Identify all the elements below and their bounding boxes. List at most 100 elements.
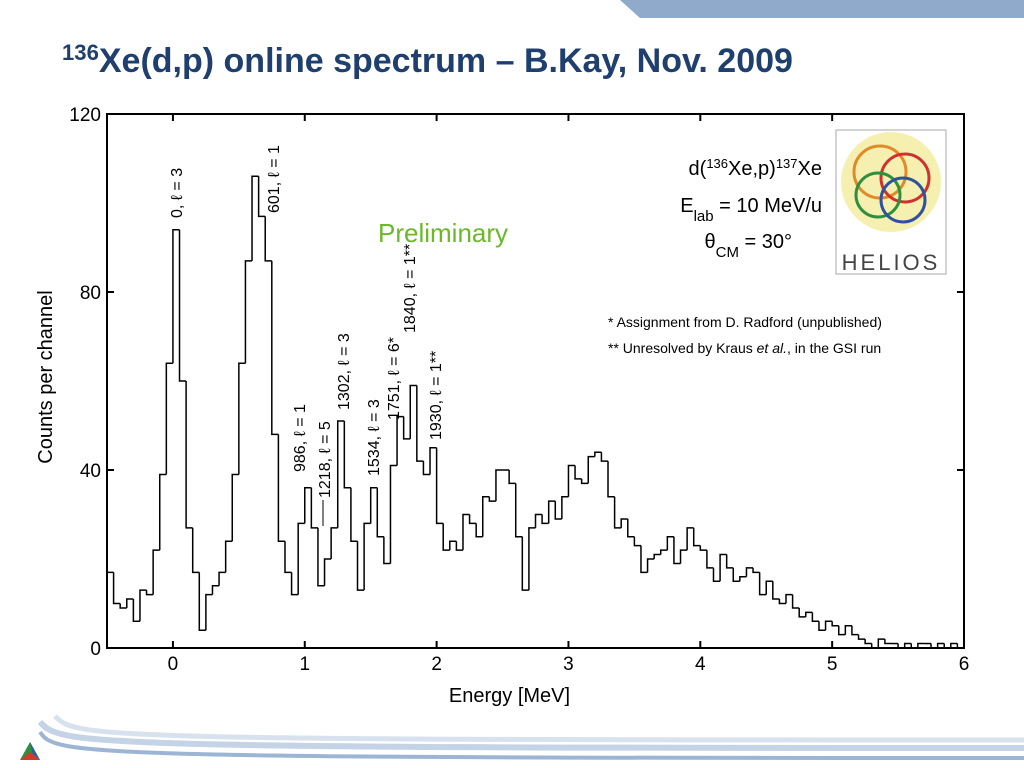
top-bar bbox=[620, 0, 1024, 18]
histogram-step bbox=[231, 473, 239, 542]
histogram-step bbox=[745, 567, 754, 577]
histogram-step bbox=[732, 567, 740, 582]
histogram-step bbox=[594, 451, 602, 457]
histogram-step bbox=[514, 483, 523, 538]
y-axis-label: Counts per channel bbox=[35, 290, 57, 463]
histogram-step bbox=[785, 593, 793, 604]
histogram-step bbox=[640, 545, 648, 574]
histogram-step bbox=[613, 496, 622, 529]
x-tick-label: 3 bbox=[563, 654, 574, 675]
histogram-step bbox=[330, 527, 338, 559]
histogram-step bbox=[198, 572, 206, 631]
histogram-step bbox=[725, 554, 734, 569]
text-part: CM bbox=[716, 244, 739, 261]
histogram-step bbox=[805, 611, 813, 617]
histogram-step bbox=[455, 541, 463, 551]
histogram-step bbox=[422, 461, 431, 476]
histogram-step bbox=[317, 527, 325, 587]
x-axis-label: Energy [MeV] bbox=[449, 685, 570, 707]
histogram-step bbox=[119, 603, 127, 609]
peak-label: 1930, ℓ = 1** bbox=[428, 351, 445, 440]
histogram-step bbox=[191, 527, 200, 574]
text-part: Xe,p) bbox=[728, 158, 776, 180]
histogram-step bbox=[145, 590, 154, 596]
histogram-step bbox=[416, 385, 424, 462]
histogram-step bbox=[449, 540, 457, 551]
x-tick-label: 5 bbox=[827, 654, 838, 675]
footnote: ** Unresolved by Kraus et al., in the GS… bbox=[608, 340, 881, 356]
peak-label: 601, ℓ = 1 bbox=[266, 145, 283, 213]
histogram-step bbox=[304, 487, 312, 524]
histogram-step bbox=[903, 642, 912, 648]
histogram-step bbox=[910, 643, 918, 649]
histogram-step bbox=[482, 495, 490, 537]
histogram-step bbox=[541, 514, 549, 525]
histogram-step bbox=[251, 175, 259, 261]
peak-label: 986, ℓ = 1 bbox=[292, 404, 309, 472]
histogram-step bbox=[185, 381, 193, 529]
histogram-step bbox=[837, 625, 846, 636]
histogram-step bbox=[488, 496, 496, 502]
histogram-step bbox=[139, 589, 147, 622]
text-part: 136 bbox=[706, 156, 728, 171]
histogram-step bbox=[462, 513, 470, 551]
histogram-step bbox=[897, 643, 905, 649]
histogram-step bbox=[772, 581, 780, 600]
histogram-step bbox=[956, 643, 964, 649]
x-tick-label: 4 bbox=[695, 654, 706, 675]
histogram-step bbox=[877, 638, 885, 648]
text-part: ** Unresolved by Kraus bbox=[608, 340, 757, 356]
histogram-step bbox=[580, 478, 589, 485]
histogram-step bbox=[152, 549, 160, 595]
histogram-step bbox=[660, 549, 668, 555]
logo-text: HELIOS bbox=[842, 250, 941, 275]
histogram-step bbox=[686, 527, 694, 551]
histogram-step bbox=[172, 228, 180, 364]
preliminary: Preliminary bbox=[378, 218, 508, 248]
x-tick-label: 6 bbox=[959, 654, 970, 675]
histogram-step bbox=[587, 455, 595, 484]
histogram-step bbox=[600, 452, 609, 462]
x-tick-label: 0 bbox=[168, 654, 179, 675]
text-part: d( bbox=[689, 158, 707, 180]
peak-label: 1534, ℓ = 3 bbox=[366, 399, 383, 476]
histogram-step bbox=[798, 607, 806, 618]
histogram-step bbox=[936, 642, 945, 648]
histogram-step bbox=[409, 384, 417, 439]
peak-label: 1840, ℓ = 1** bbox=[402, 244, 419, 333]
histogram-step bbox=[534, 513, 543, 528]
footnote: * Assignment from D. Radford (unpublishe… bbox=[608, 314, 882, 330]
histogram-step bbox=[765, 580, 773, 595]
histogram-step bbox=[679, 549, 688, 564]
histogram-step bbox=[778, 599, 787, 605]
histogram-step bbox=[277, 434, 285, 542]
histogram-step bbox=[719, 553, 727, 582]
histogram-step bbox=[112, 572, 121, 605]
chart: 0 1 2 3 4 5 6 0 40 80 120 Energy [MeV] Counts per ch… bbox=[35, 105, 969, 707]
histogram-step bbox=[218, 571, 226, 586]
histogram-step bbox=[943, 643, 951, 649]
histogram-step bbox=[712, 567, 721, 582]
histogram-step bbox=[336, 420, 345, 528]
histogram-step bbox=[165, 362, 173, 475]
histogram-step bbox=[244, 260, 253, 364]
logo-ring bbox=[854, 171, 902, 219]
histogram-step bbox=[132, 599, 140, 623]
peak-label: 1302, ℓ = 3 bbox=[336, 333, 353, 410]
histogram-step bbox=[870, 643, 879, 649]
histogram-step bbox=[211, 584, 220, 595]
histogram-step bbox=[297, 522, 305, 595]
histogram-step bbox=[521, 536, 529, 591]
histogram-step bbox=[238, 362, 246, 475]
reaction: d(136Xe,p)137Xe bbox=[689, 156, 822, 181]
helios-logo: HELIOS bbox=[835, 129, 947, 275]
histogram-step bbox=[376, 487, 384, 538]
y-tick-label: 40 bbox=[80, 461, 101, 482]
peak-label: 1751, ℓ = 6* bbox=[386, 337, 403, 420]
text-part: = 30° bbox=[739, 231, 792, 253]
histogram-step bbox=[752, 567, 760, 574]
text-part: E bbox=[680, 195, 693, 217]
histogram-step bbox=[264, 216, 272, 262]
bottom-decoration bbox=[20, 714, 1024, 760]
